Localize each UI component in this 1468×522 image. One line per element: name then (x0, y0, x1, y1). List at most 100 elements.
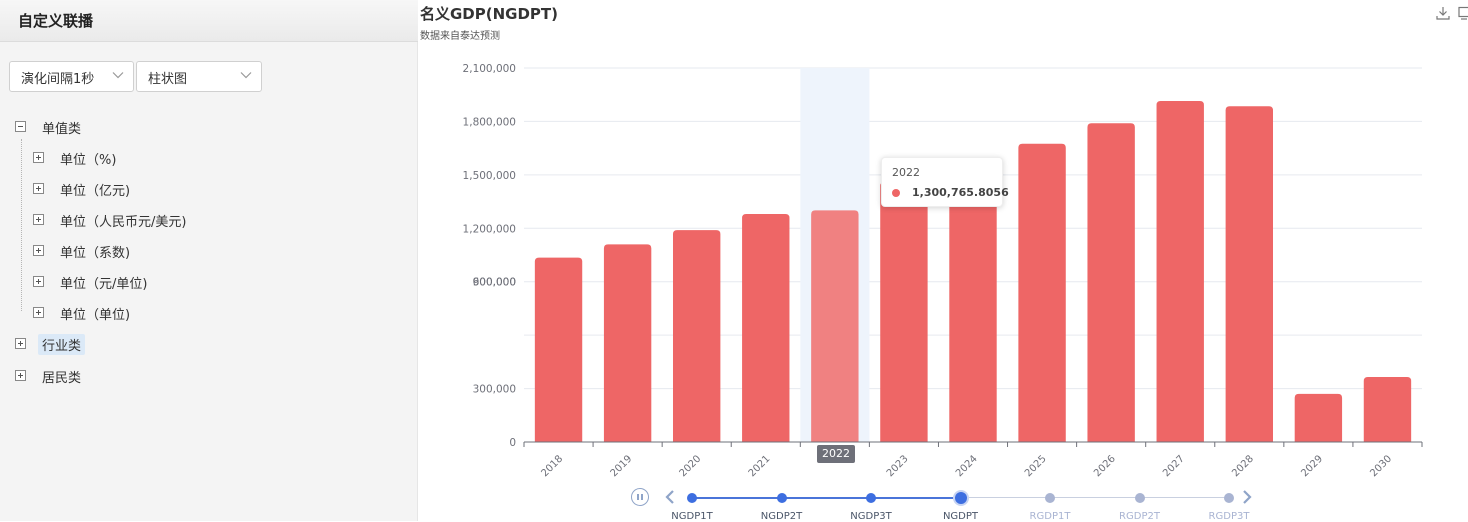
x-axis-ticks: 2018 2019 2020 2021 2023 2024 2025 2026 2027 2028… (523, 442, 1423, 479)
timeline-node[interactable] (687, 493, 697, 503)
bar-2025[interactable] (1018, 143, 1066, 442)
tree-node-unit-rmb-usd[interactable]: 单位（人民币元/美元) (33, 210, 283, 232)
tree-node-unit-yiyuan[interactable]: 单位（亿元) (33, 179, 283, 201)
tree-node-label: 单位（单位) (60, 308, 131, 323)
tree-node-label: 单值类 (42, 122, 82, 137)
tree-node-label: 单位（系数) (60, 246, 131, 261)
bar-2023[interactable] (880, 181, 928, 442)
x-tick-label: 2021 (747, 453, 773, 479)
expand-icon[interactable] (15, 338, 26, 349)
x-tick-label: 2023 (885, 453, 911, 479)
tooltip-value: 1,300,765.8056 (912, 186, 1009, 199)
left-panel: 自定义联播 演化间隔1秒 柱状图 单值类 单位（%) 单位（亿元) 单位（人民币… (0, 0, 418, 521)
bar-2022[interactable] (811, 210, 859, 442)
y-tick-label: 300,000 (473, 384, 516, 396)
pause-icon (641, 494, 643, 500)
bar-2030[interactable] (1363, 376, 1412, 442)
tree-node-industry[interactable]: 行业类 (15, 334, 215, 356)
expand-icon[interactable] (33, 214, 44, 225)
chart-type-select-value: 柱状图 (148, 72, 188, 87)
bar-2026[interactable] (1087, 123, 1135, 442)
play-pause-button[interactable] (631, 488, 649, 506)
interval-select[interactable]: 演化间隔1秒 (9, 61, 134, 92)
timeline-label[interactable]: RGDP1T (1029, 511, 1071, 522)
chevron-down-icon (240, 72, 252, 79)
tree-node-unit-yuan-per-unit[interactable]: 单位（元/单位) (33, 272, 283, 294)
bar-2018[interactable] (534, 257, 583, 442)
x-tick-label: 2029 (1299, 453, 1325, 479)
y-tick-label: 2,100,000 (463, 63, 516, 75)
expand-icon[interactable] (33, 152, 44, 163)
timeline-label[interactable]: NGDPT (942, 511, 979, 522)
x-tick-label: 2025 (1023, 453, 1049, 479)
bar-2024[interactable] (949, 164, 997, 442)
bar-2029[interactable] (1294, 393, 1343, 442)
expand-icon[interactable] (33, 307, 44, 318)
timeline-label[interactable]: NGDP1T (671, 511, 713, 522)
timeline-label[interactable]: RGDP2T (1119, 511, 1160, 522)
chevron-down-icon (112, 72, 124, 79)
download-icon[interactable] (1436, 6, 1450, 20)
timeline-node[interactable] (866, 493, 876, 503)
timeline-prev-icon[interactable] (664, 488, 676, 506)
panel-header: 自定义联播 (0, 0, 418, 42)
y-tick-label: 1,500,000 (463, 170, 516, 182)
x-tick-label: 2026 (1092, 453, 1118, 479)
x-tick-label: 2019 (609, 453, 635, 479)
bar-2019[interactable] (603, 244, 652, 442)
timeline-node[interactable] (1224, 493, 1234, 503)
x-tick-label: 2020 (678, 453, 704, 479)
x-tick-label: 2027 (1161, 453, 1187, 479)
tree-node-label: 单位（亿元) (60, 184, 131, 199)
panel-title: 自定义联播 (18, 12, 94, 30)
timeline-node[interactable] (776, 493, 787, 503)
timeline-next-icon[interactable] (1241, 488, 1253, 506)
x-tick-label: 2018 (539, 453, 565, 479)
timeline-label[interactable]: RGDP3T (1208, 511, 1250, 522)
timeline-node[interactable] (1134, 493, 1145, 503)
tree-node-label: 行业类 (38, 334, 86, 355)
tree-node-residents[interactable]: 居民类 (15, 366, 215, 388)
chart-subtitle: 数据来自泰达预测 (420, 31, 500, 42)
axis-pointer-label: 2022 (817, 445, 855, 463)
tooltip-series-marker (892, 189, 900, 197)
timeline-label[interactable]: NGDP3T (850, 511, 892, 522)
tree-node-unit-unit[interactable]: 单位（单位) (33, 303, 283, 325)
expand-icon[interactable] (33, 183, 44, 194)
y-tick-label: 900,000 (473, 277, 516, 289)
chart-type-select[interactable]: 柱状图 (136, 61, 262, 92)
timeline-label[interactable]: NGDP2T (760, 511, 803, 522)
tree-node-label: 单位（%) (60, 153, 117, 168)
data-view-icon[interactable] (1458, 6, 1468, 20)
expand-icon[interactable] (33, 276, 44, 287)
interval-select-value: 演化间隔1秒 (21, 72, 95, 87)
expand-icon[interactable] (33, 245, 44, 256)
bar-2027[interactable] (1156, 100, 1204, 442)
tree-node-label: 单位（元/单位) (60, 277, 148, 292)
tree-node-single-value[interactable]: 单值类 (15, 117, 215, 139)
collapse-icon[interactable] (15, 121, 26, 132)
bar-2020[interactable] (672, 230, 721, 442)
bar-series[interactable] (534, 100, 1412, 443)
bar-2028[interactable] (1225, 106, 1274, 443)
y-tick-label: 600,000 (473, 277, 516, 289)
timeline-node[interactable] (1045, 493, 1055, 503)
x-tick-label: 2024 (954, 453, 980, 479)
bar-2021[interactable] (742, 214, 790, 442)
y-tick-label: 0 (509, 437, 516, 449)
tree-connector-line (21, 139, 22, 311)
y-tick-label: 1,200,000 (463, 223, 516, 235)
timeline-node[interactable] (954, 492, 967, 504)
tree-node-label: 单位（人民币元/美元) (60, 215, 187, 230)
chart-title: 名义GDP(NGDPT) (420, 5, 559, 23)
x-tick-label: 2030 (1368, 453, 1394, 479)
tree-node-unit-coefficient[interactable]: 单位（系数) (33, 241, 283, 263)
expand-icon[interactable] (15, 370, 26, 381)
tree-node-unit-percent[interactable]: 单位（%) (33, 148, 283, 170)
pause-icon (637, 494, 639, 500)
x-tick-label: 2028 (1230, 453, 1256, 479)
tooltip: 2022 1,300,765.8056 (881, 157, 1009, 207)
timeline-progress-line (692, 497, 962, 499)
